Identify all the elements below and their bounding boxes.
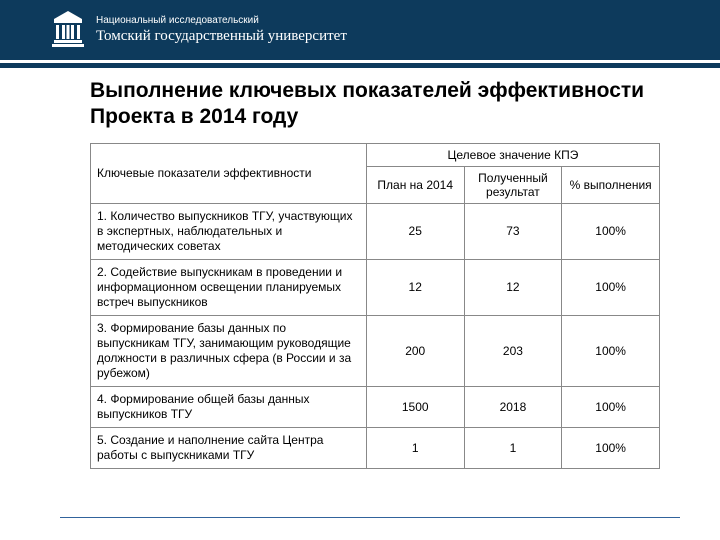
table-row: 5. Создание и наполнение сайта Центра ра… <box>91 427 660 468</box>
cell-plan: 200 <box>366 315 464 386</box>
slide-content: Выполнение ключевых показателей эффектив… <box>0 68 720 469</box>
footer-rule <box>60 517 680 518</box>
kpi-table: Ключевые показатели эффективности Целево… <box>90 143 660 469</box>
cell-result: 2018 <box>464 386 562 427</box>
table-row: 1. Количество выпускников ТГУ, участвующ… <box>91 203 660 259</box>
cell-result: 203 <box>464 315 562 386</box>
table-row: 2. Содействие выпускникам в проведении и… <box>91 259 660 315</box>
cell-plan: 12 <box>366 259 464 315</box>
th-super: Целевое значение КПЭ <box>366 143 659 166</box>
cell-pct: 100% <box>562 315 660 386</box>
cell-pct: 100% <box>562 259 660 315</box>
table-row: 3. Формирование базы данных по выпускник… <box>91 315 660 386</box>
cell-kpi: 1. Количество выпускников ТГУ, участвующ… <box>91 203 367 259</box>
th-result: Полученный результат <box>464 166 562 203</box>
th-plan: План на 2014 <box>366 166 464 203</box>
cell-kpi: 2. Содействие выпускникам в проведении и… <box>91 259 367 315</box>
cell-kpi: 5. Создание и наполнение сайта Центра ра… <box>91 427 367 468</box>
table-row: 4. Формирование общей базы данных выпуск… <box>91 386 660 427</box>
th-kpi: Ключевые показатели эффективности <box>91 143 367 203</box>
cell-plan: 25 <box>366 203 464 259</box>
cell-plan: 1 <box>366 427 464 468</box>
cell-pct: 100% <box>562 203 660 259</box>
slide-title: Выполнение ключевых показателей эффектив… <box>90 78 660 131</box>
cell-kpi: 4. Формирование общей базы данных выпуск… <box>91 386 367 427</box>
org-name: Томский государственный университет <box>96 27 347 47</box>
cell-pct: 100% <box>562 427 660 468</box>
th-pct: % выполнения <box>562 166 660 203</box>
org-subtitle: Национальный исследовательский <box>96 14 347 27</box>
cell-pct: 100% <box>562 386 660 427</box>
cell-result: 1 <box>464 427 562 468</box>
header-text-block: Национальный исследовательский Томский г… <box>96 14 347 47</box>
page-header: Национальный исследовательский Томский г… <box>0 0 720 60</box>
university-logo <box>50 9 86 51</box>
cell-plan: 1500 <box>366 386 464 427</box>
cell-kpi: 3. Формирование базы данных по выпускник… <box>91 315 367 386</box>
cell-result: 12 <box>464 259 562 315</box>
cell-result: 73 <box>464 203 562 259</box>
